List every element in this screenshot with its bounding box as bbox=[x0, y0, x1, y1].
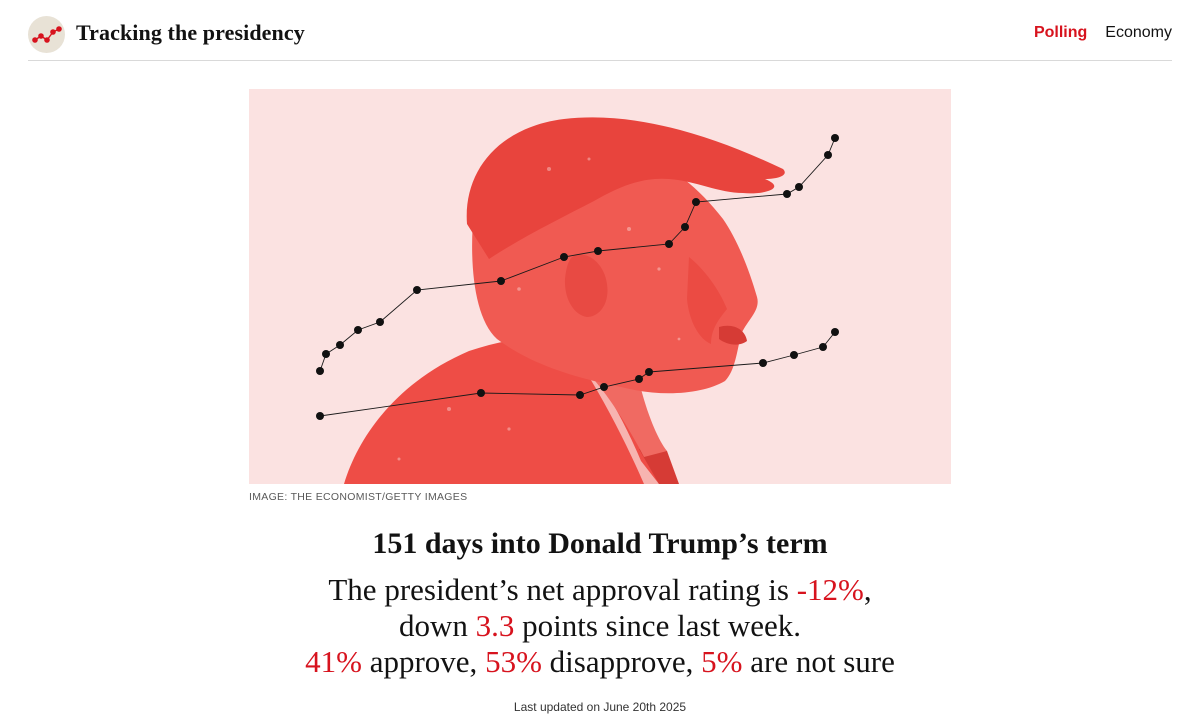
main-nav: Polling Economy bbox=[1034, 24, 1172, 42]
approval-summary: The president’s net approval rating is -… bbox=[0, 572, 1200, 680]
approve-label: approve, bbox=[361, 644, 486, 679]
change-points-value: 3.3 bbox=[475, 608, 515, 643]
site-header: Tracking the presidency Polling Economy bbox=[28, 0, 1172, 61]
disapprove-label: disapprove, bbox=[541, 644, 702, 679]
disapprove-value: 53% bbox=[485, 644, 542, 679]
net-approval-suffix: , bbox=[863, 572, 872, 607]
hero-image bbox=[249, 89, 951, 484]
approve-value: 41% bbox=[305, 644, 362, 679]
image-caption: IMAGE: THE ECONOMIST/GETTY IMAGES bbox=[249, 491, 468, 503]
summary-line-net-approval: The president’s net approval rating is -… bbox=[0, 572, 1200, 608]
change-label: down bbox=[398, 608, 476, 643]
net-approval-value: -12% bbox=[796, 572, 864, 607]
nav-economy[interactable]: Economy bbox=[1105, 24, 1172, 41]
summary-line-change: down 3.3 points since last week. bbox=[0, 608, 1200, 644]
page-headline: 151 days into Donald Trump’s term bbox=[372, 527, 828, 560]
site-title[interactable]: Tracking the presidency bbox=[76, 20, 305, 45]
not-sure-label: are not sure bbox=[742, 644, 895, 679]
not-sure-value: 5% bbox=[701, 644, 743, 679]
last-updated: Last updated on June 20th 2025 bbox=[513, 700, 687, 714]
net-approval-label: The president’s net approval rating is bbox=[328, 572, 797, 607]
sparkline-logo-icon[interactable] bbox=[28, 16, 65, 53]
summary-line-breakdown: 41% approve, 53% disapprove, 5% are not … bbox=[0, 644, 1200, 680]
portrait-illustration-icon bbox=[316, 117, 839, 484]
change-suffix: points since last week. bbox=[514, 608, 802, 643]
nav-polling[interactable]: Polling bbox=[1033, 24, 1088, 41]
